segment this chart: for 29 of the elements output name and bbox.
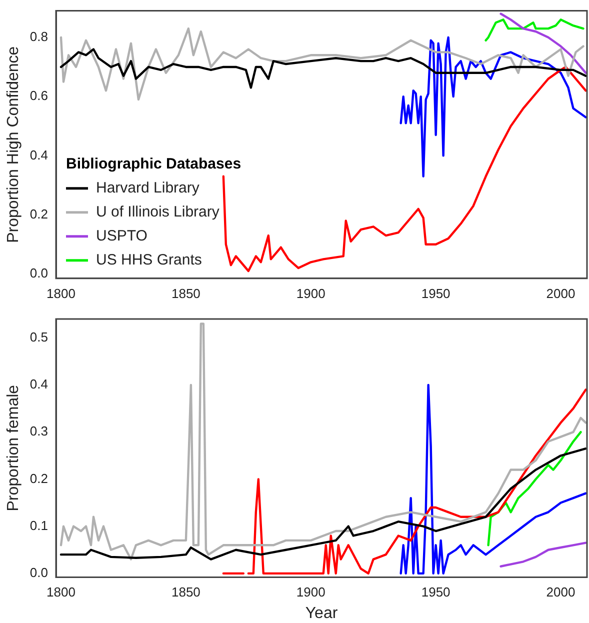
y-tick-label: 0.0 xyxy=(30,565,48,580)
x-tick-label: 2000 xyxy=(546,286,576,301)
x-tick-label: 1900 xyxy=(296,286,326,301)
y-tick-label: 0.4 xyxy=(30,376,48,392)
y-tick-label: 0.0 xyxy=(30,266,48,281)
y-tick-label: 0.2 xyxy=(30,206,48,222)
y-tick-label: 0.2 xyxy=(30,470,48,486)
y-tick-label: 0.8 xyxy=(30,28,48,44)
y-axis-title: Proportion High Confidence xyxy=(5,46,22,243)
x-tick-label: 1950 xyxy=(421,286,450,301)
y-tick-label: 0.4 xyxy=(30,147,48,162)
x-tick-label: 1900 xyxy=(296,584,326,600)
x-tick-label: 1850 xyxy=(171,286,200,301)
y-axis-title: Proportion female xyxy=(5,384,22,512)
x-tick-label: 2000 xyxy=(546,584,576,600)
x-tick-label: 1800 xyxy=(46,584,76,600)
x-tick-label: 1950 xyxy=(421,584,450,600)
y-tick-label: 0.1 xyxy=(30,518,48,533)
x-axis-title: Year xyxy=(305,604,338,622)
x-tick-label: 1800 xyxy=(46,286,76,301)
legend-label: U of Illinois Library xyxy=(96,204,220,221)
y-tick-label: 0.5 xyxy=(30,329,48,344)
x-tick-label: 1850 xyxy=(171,584,200,600)
legend-label: USPTO xyxy=(96,228,148,245)
y-tick-label: 0.3 xyxy=(30,424,48,439)
legend-label: Harvard Library xyxy=(96,180,200,197)
legend-label: US HHS Grants xyxy=(96,252,202,269)
y-tick-label: 0.6 xyxy=(30,88,48,104)
legend-title: Bibliographic Databases xyxy=(66,156,242,173)
